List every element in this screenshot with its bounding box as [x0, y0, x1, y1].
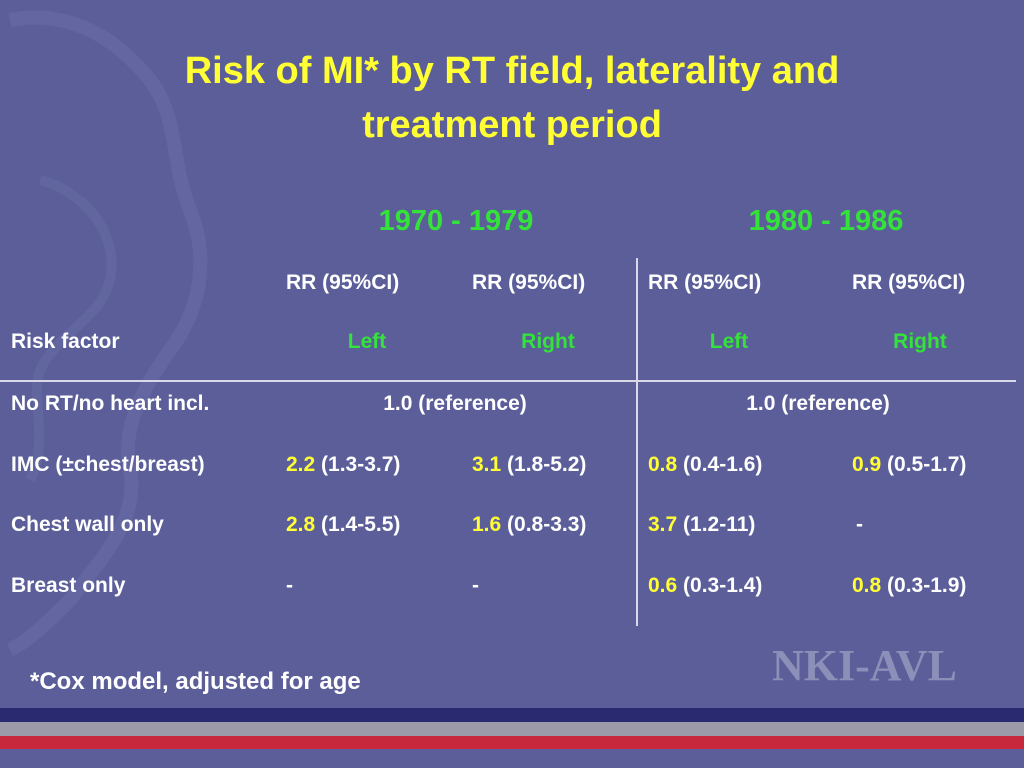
- row-label-imc: IMC (±chest/breast): [11, 453, 205, 476]
- reference-cell-1980: 1.0 (reference): [746, 392, 890, 415]
- measure-header-1: RR (95%CI): [286, 271, 400, 294]
- table-cell: 0.8 (0.3-1.9): [852, 573, 966, 599]
- table-cell: 3.1 (1.8-5.2): [472, 452, 586, 478]
- table-cell: 1.6 (0.8-3.3): [472, 512, 586, 538]
- ci-value: (1.2-11): [677, 513, 756, 536]
- ci-value: (0.5-1.7): [881, 453, 967, 476]
- rr-value: 3.7: [648, 513, 678, 536]
- ci-value: (0.4-1.6): [677, 453, 763, 476]
- nki-avl-logo: NKI-AVL: [772, 641, 958, 690]
- period-divider: [636, 258, 638, 626]
- table-cell: -: [856, 512, 863, 538]
- ci-value: (0.8-3.3): [501, 513, 587, 536]
- reference-cell-1970: 1.0 (reference): [383, 392, 527, 415]
- risk-factor-label: Risk factor: [11, 330, 120, 353]
- rr-value: 2.2: [286, 453, 316, 476]
- table-cell: -: [286, 573, 293, 599]
- rr-value: 1.6: [472, 513, 502, 536]
- ci-value: (0.3-1.4): [677, 574, 763, 597]
- title-line-2: treatment period: [362, 104, 662, 146]
- side-label-right-1980: Right: [893, 330, 947, 353]
- footnote: *Cox model, adjusted for age: [30, 668, 361, 695]
- period-header-1980: 1980 - 1986: [748, 205, 904, 237]
- rr-value: 2.8: [286, 513, 316, 536]
- side-label-left-1980: Left: [709, 330, 749, 353]
- row-label-breast-only: Breast only: [11, 574, 126, 597]
- ci-value: (1.3-3.7): [315, 453, 401, 476]
- ci-value: -: [856, 513, 863, 536]
- row-label-no-rt: No RT/no heart incl.: [11, 392, 210, 415]
- measure-header-4: RR (95%CI): [852, 271, 966, 294]
- footer-stripe-base: [0, 749, 1024, 768]
- side-label-left-1970: Left: [347, 330, 387, 353]
- rr-value: 0.8: [852, 574, 882, 597]
- ci-value: (1.8-5.2): [501, 453, 587, 476]
- side-label-right-1970: Right: [521, 330, 575, 353]
- header-divider: [0, 380, 1016, 382]
- table-cell: 2.8 (1.4-5.5): [286, 512, 400, 538]
- period-header-1970: 1970 - 1979: [378, 205, 534, 237]
- row-label-chest-wall: Chest wall only: [11, 513, 164, 536]
- ci-value: -: [286, 574, 293, 597]
- slide-title: Risk of MI* by RT field, laterality and …: [0, 44, 1024, 152]
- table-cell: -: [472, 573, 479, 599]
- measure-header-3: RR (95%CI): [648, 271, 762, 294]
- ci-value: (0.3-1.9): [881, 574, 967, 597]
- ci-value: (1.4-5.5): [315, 513, 401, 536]
- footer-stripe-grey: [0, 722, 1024, 736]
- table-cell: 0.9 (0.5-1.7): [852, 452, 966, 478]
- table-cell: 3.7 (1.2-11): [648, 512, 755, 538]
- rr-value: 0.8: [648, 453, 678, 476]
- footer-stripe-red: [0, 736, 1024, 749]
- table-cell: 0.6 (0.3-1.4): [648, 573, 762, 599]
- rr-value: 0.6: [648, 574, 678, 597]
- footer-stripe-dark: [0, 708, 1024, 722]
- table-cell: 0.8 (0.4-1.6): [648, 452, 762, 478]
- rr-value: 3.1: [472, 453, 502, 476]
- title-line-1: Risk of MI* by RT field, laterality and: [184, 50, 840, 92]
- rr-value: 0.9: [852, 453, 882, 476]
- table-cell: 2.2 (1.3-3.7): [286, 452, 400, 478]
- measure-header-2: RR (95%CI): [472, 271, 586, 294]
- ci-value: -: [472, 574, 479, 597]
